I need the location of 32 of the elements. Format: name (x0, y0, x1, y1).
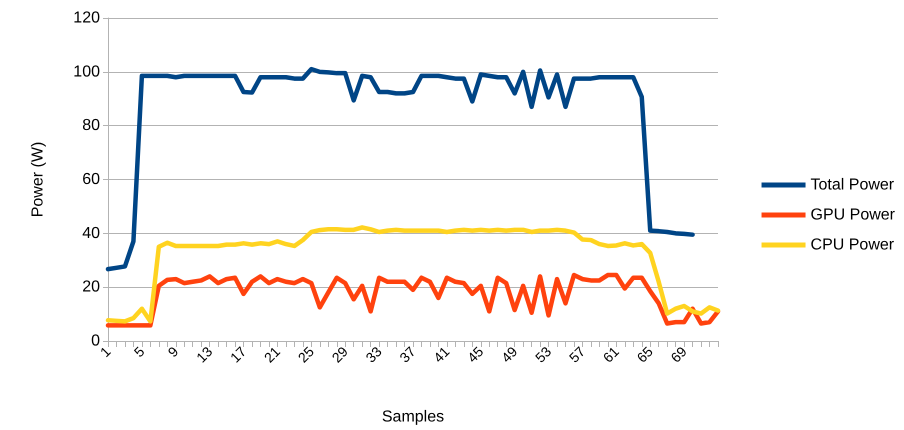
x-tick-label: 5 (130, 343, 148, 360)
y-tick-label: 100 (73, 63, 100, 80)
x-tick-label: 53 (532, 343, 554, 366)
line-series (106, 272, 720, 328)
x-tick-label: 29 (328, 343, 352, 366)
y-tick-label: 0 (91, 332, 100, 350)
y-axis-title: Power (W) (30, 142, 46, 218)
x-tick-label: 17 (226, 343, 250, 366)
x-tick-label: 33 (362, 343, 385, 366)
x-tick-label: 13 (193, 343, 216, 366)
x-tick-label: 21 (260, 343, 284, 366)
x-tick-label: 37 (396, 343, 419, 366)
y-tick-label: 60 (82, 171, 100, 188)
x-tick-label: 25 (294, 343, 318, 366)
line-series (106, 225, 720, 324)
y-tick-label: 40 (82, 224, 100, 242)
x-tick-label: 49 (498, 343, 520, 366)
legend-label: CPU Power (810, 236, 895, 254)
x-tick-label: 9 (164, 343, 182, 360)
x-axis-title: Samples (382, 408, 444, 426)
y-tick-label: 20 (82, 278, 100, 296)
x-tick-label: 69 (667, 343, 690, 366)
x-tick-label: 65 (634, 343, 656, 366)
x-tick-label: 45 (464, 343, 487, 366)
y-tick-label: 120 (73, 10, 100, 26)
y-tick-label: 80 (82, 117, 100, 134)
x-tick-label: 61 (600, 343, 622, 366)
line-series (106, 66, 695, 272)
legend-label: Total Power (810, 176, 895, 194)
x-tick-label: 57 (566, 343, 588, 366)
x-tick-label: 41 (430, 343, 453, 366)
legend-label: GPU Power (810, 206, 896, 224)
